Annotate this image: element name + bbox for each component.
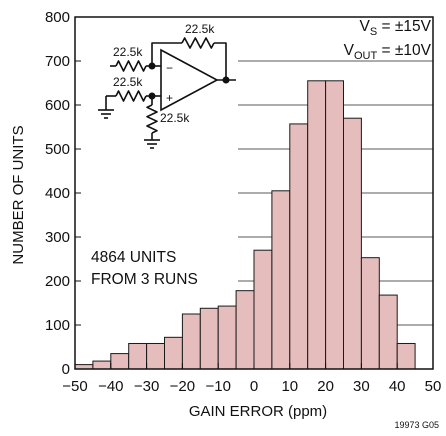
y-tick-label: 600 [45,97,70,114]
y-axis-title: NUMBER OF UNITS [10,125,27,264]
histogram-bar [271,190,291,370]
supply-voltage-annotation: VS = ±15V [360,18,432,38]
plus-input-symbol: + [166,91,173,105]
histogram-bar [146,342,166,370]
x-tick-labels: −50 −40 −30 −20 −10 0 10 20 30 40 50 [62,378,441,395]
resistor [146,104,158,134]
histogram-bar [343,117,362,370]
x-tick-label: −30 [134,378,159,395]
histogram-bar [128,342,148,370]
x-tick-label: −40 [98,378,123,395]
y-tick-labels: 0 100 200 300 400 500 600 700 800 [45,9,70,378]
histogram-bar [217,305,237,370]
x-tick-label: 10 [281,378,298,395]
figure-id: 19973 G05 [394,420,439,430]
histogram-bar [289,123,309,370]
histogram-bars [74,80,416,370]
y-tick-label: 300 [45,229,70,246]
histogram-bar [92,360,112,370]
histogram-bar [307,80,327,370]
x-tick-label: −20 [170,378,195,395]
output-dot [222,76,230,84]
resistor [115,90,147,102]
histogram-bar [199,307,219,370]
x-tick-label: −50 [62,378,87,395]
histogram-bar [378,294,398,370]
resistor [181,37,215,49]
ground-resistor-label: 22.5k [160,111,190,125]
y-tick-label: 500 [45,141,70,158]
output-voltage-annotation: VOUT = ±10V [344,42,432,62]
histogram-bar [235,290,255,370]
y-tick-label: 800 [45,9,70,26]
x-tick-label: 0 [250,378,258,395]
noninverting-resistor-label: 22.5k [113,75,143,89]
y-tick-label: 200 [45,273,70,290]
op-amp-schematic: − +22.5k 22.5k 22.5k 22.5k [98,22,236,149]
wire [214,42,227,80]
histogram-bar [325,80,345,370]
y-tick-label: 700 [45,53,70,70]
y-tick-label: 400 [45,185,70,202]
x-tick-label: 20 [317,378,334,395]
x-tick-label: −10 [205,378,230,395]
histogram-bar [360,257,380,370]
x-tick-label: 40 [389,378,406,395]
histogram-bar [396,342,416,370]
y-tick-label: 0 [62,361,70,378]
op-amp-triangle [160,48,219,112]
axis-ticks [74,16,434,370]
x-axis-title: GAIN ERROR (ppm) [189,403,327,420]
minus-input-symbol: − [166,61,173,75]
resistor [115,60,147,72]
inverting-resistor-label: 22.5k [113,45,143,59]
histogram-bar [164,336,183,370]
feedback-resistor-label: 22.5k [185,22,215,36]
units-annotation: 4864 UNITS [91,249,176,266]
histogram-bar [110,353,130,370]
wire [151,42,182,66]
runs-annotation: FROM 3 RUNS [91,271,198,288]
y-tick-label: 100 [45,317,70,334]
x-tick-label: 50 [425,378,442,395]
histogram-bar [181,313,201,370]
histogram-bar [253,249,273,370]
x-tick-label: 30 [353,378,370,395]
